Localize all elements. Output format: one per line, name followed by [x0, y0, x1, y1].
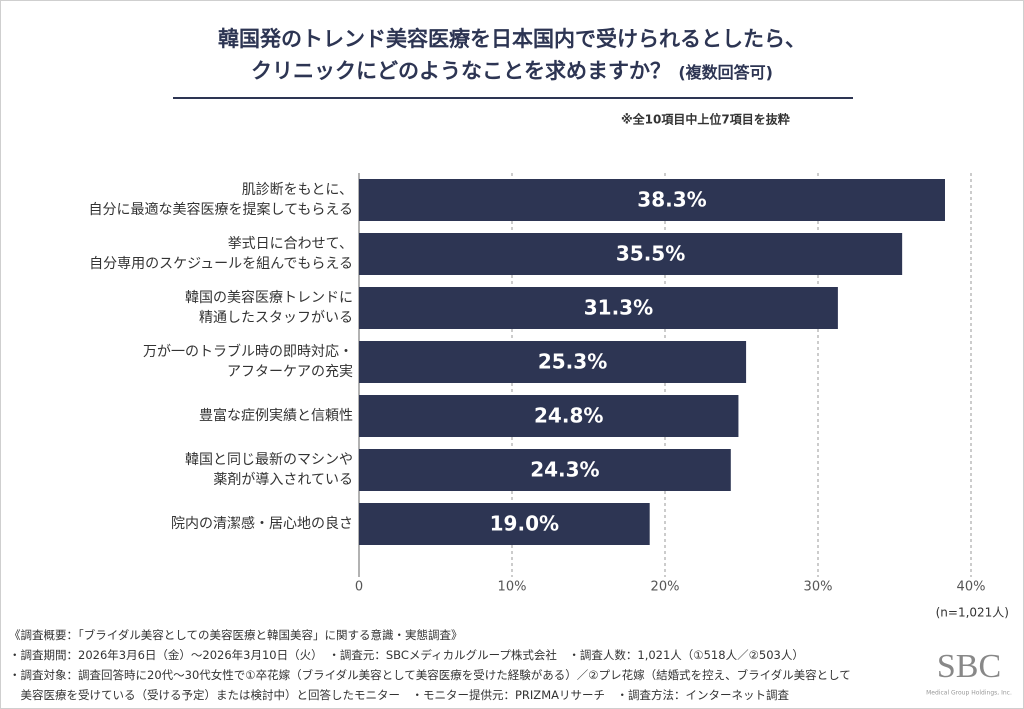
value-label: 35.5% — [616, 242, 685, 266]
value-label: 24.8% — [534, 404, 603, 428]
value-label: 38.3% — [637, 188, 706, 212]
bar — [359, 395, 739, 437]
bar — [359, 341, 747, 383]
x-tick-label: 20% — [651, 580, 680, 595]
footnote: 《調査概要：「ブライダル美容としての美容医療と韓国美容」に関する意識・実態調査》 — [9, 628, 463, 642]
y-tick-label: 万が一のトラブル時の即時対応・ アフターケアの充実 — [143, 344, 353, 380]
chart-title-block: 韓国発のトレンド美容医療を日本国内で受けられるとしたら、 クリニックにどのような… — [1, 23, 1023, 89]
bar — [359, 233, 903, 275]
y-tick-label: 院内の清潔感・居心地の良さ — [171, 516, 353, 532]
y-tick-label: 豊富な症例実績と信頼性 — [199, 408, 353, 424]
y-tick-label: 韓国と同じ最新のマシンや 薬剤が導入されている — [185, 452, 353, 488]
logo: SBC — [937, 648, 1001, 685]
chart-title: 韓国発のトレンド美容医療を日本国内で受けられるとしたら、 クリニックにどのような… — [218, 27, 806, 83]
x-tick-label: 10% — [498, 580, 527, 595]
footnote: ・調査対象：調査回答時に20代～30代女性で①卒花嫁（ブライダル美容として美容医… — [9, 668, 851, 682]
y-tick-label: 肌診断をもとに、 自分に最適な美容医療を提案してもらえる — [88, 182, 353, 218]
x-tick-label: 40% — [957, 580, 986, 595]
y-tick-label: 挙式日に合わせて、 自分専用のスケジュールを組んでもらえる — [89, 236, 353, 272]
bar — [359, 503, 650, 545]
x-tick-label: 30% — [804, 580, 833, 595]
bar — [359, 287, 838, 329]
subtitle: ※全10項目中上位7項目を抜粋 — [621, 112, 790, 127]
value-label: 25.3% — [538, 350, 607, 374]
value-label: 31.3% — [584, 296, 653, 320]
logo-sub: Medical Group Holdings, Inc. — [926, 690, 1012, 697]
y-tick-label: 韓国の美容医療トレンドに 精通したスタッフがいる — [185, 290, 353, 326]
title-suffix: (複数回答可) — [678, 63, 773, 82]
sample-note: (n=1,021人) — [936, 606, 1009, 620]
footnote: 美容医療を受けている（受ける予定）または検討中）と回答したモニター ・モニター提… — [9, 688, 789, 702]
x-tick-label: 0 — [355, 580, 363, 595]
value-label: 19.0% — [490, 512, 559, 536]
bar — [359, 179, 945, 221]
footnote: ・調査期間：2026年3月6日（金）～2026年3月10日（火） ・調査元：SB… — [9, 648, 804, 662]
bar — [359, 449, 731, 491]
value-label: 24.3% — [530, 458, 599, 482]
